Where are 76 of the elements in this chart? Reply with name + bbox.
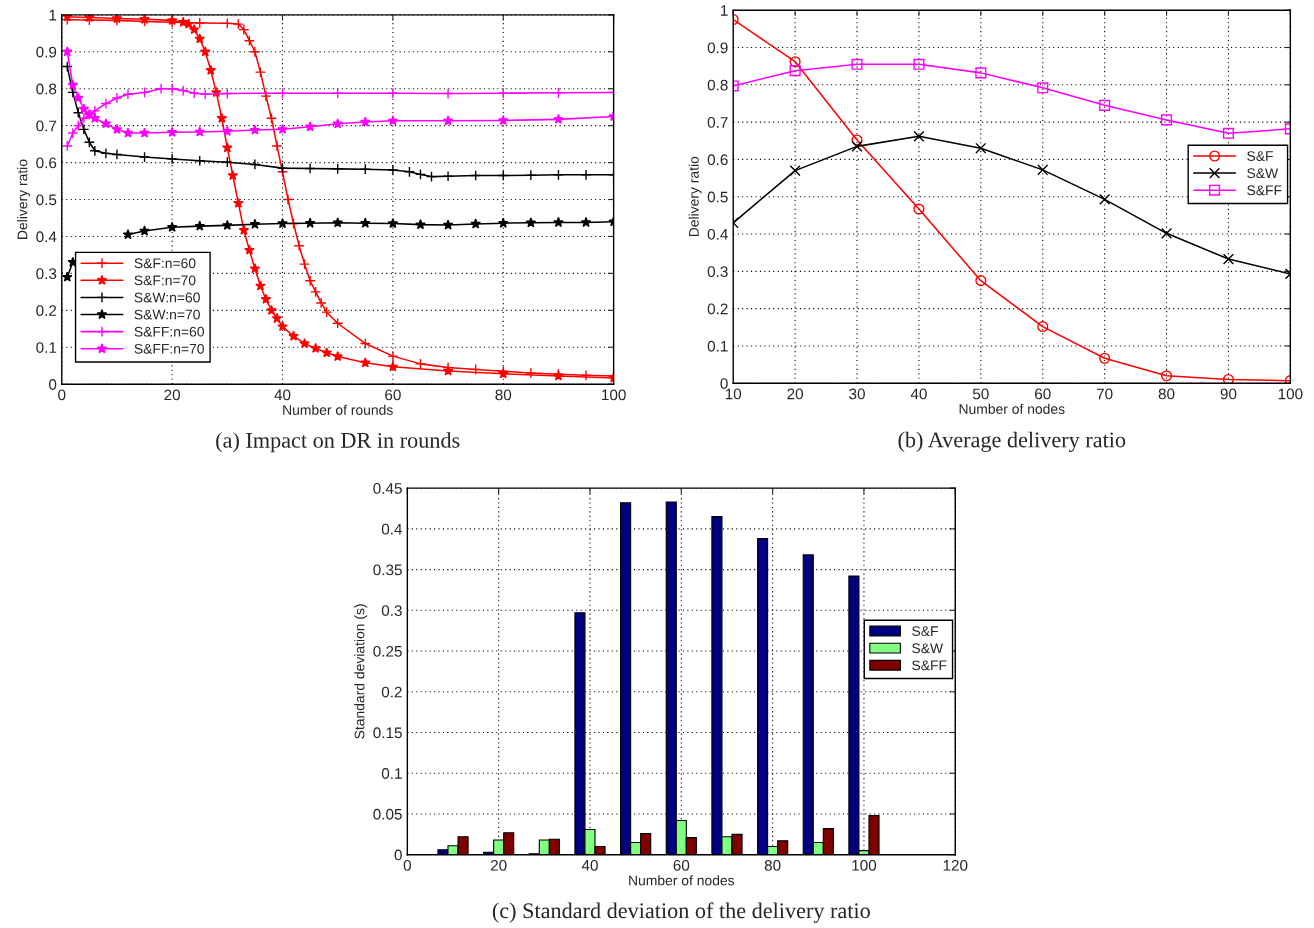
x-tick-label: 50 bbox=[972, 388, 989, 400]
x-tick-label: 20 bbox=[490, 859, 507, 871]
legend-label: S&FF:n=70 bbox=[134, 343, 204, 354]
y-tick-label: 0.35 bbox=[373, 564, 402, 576]
x-tick-label: 80 bbox=[1158, 388, 1175, 400]
text: (b) Average delivery ratio bbox=[898, 431, 1126, 452]
y-tick-label: 0.05 bbox=[373, 808, 402, 820]
x-axis-title: Number of rounds bbox=[283, 404, 393, 415]
y-tick-label: 0.4 bbox=[36, 231, 57, 243]
y-tick-label: 0.3 bbox=[381, 605, 402, 616]
x-tick-label: 70 bbox=[1096, 388, 1113, 400]
y-tick-label: 0.9 bbox=[707, 42, 728, 54]
y-tick-label: 0.45 bbox=[373, 483, 402, 494]
y-tick-label: 0.5 bbox=[707, 191, 728, 203]
x-tick-label: 40 bbox=[910, 388, 927, 400]
y-tick-label: 1 bbox=[49, 9, 57, 21]
legend-label: S&W:n=60 bbox=[134, 292, 200, 303]
x-tick-label: 60 bbox=[385, 389, 401, 401]
x-tick-label: 20 bbox=[164, 389, 181, 401]
legend-label: S&W bbox=[912, 643, 944, 654]
y-tick-label: 0.6 bbox=[36, 157, 57, 169]
x-axis-title: Number of nodes bbox=[629, 875, 735, 886]
y-tick-label: 0.4 bbox=[381, 523, 403, 535]
legend-label: S&FF bbox=[1247, 185, 1282, 196]
y-axis-title: Delivery ratio bbox=[17, 159, 31, 239]
x-tick-label: 120 bbox=[943, 859, 968, 871]
x-tick-label: 0 bbox=[58, 389, 66, 401]
x-axis-title: Number of nodes bbox=[959, 403, 1065, 414]
y-tick-label: 0.2 bbox=[707, 303, 728, 315]
y-tick-label: 0 bbox=[49, 379, 57, 390]
x-tick-label: 60 bbox=[673, 859, 690, 871]
x-tick-label: 100 bbox=[1278, 388, 1303, 400]
text: (c) Standard deviation of the delivery ratio bbox=[492, 902, 870, 923]
y-tick-label: 0 bbox=[394, 849, 402, 861]
x-tick-label: 80 bbox=[495, 389, 512, 401]
text: (a) Impact on DR in rounds bbox=[216, 432, 460, 453]
x-tick-label: 80 bbox=[764, 859, 781, 871]
legend-label: S&W:n=70 bbox=[134, 309, 200, 320]
y-tick-label: 0.8 bbox=[707, 79, 728, 91]
legend-label: S&W bbox=[1247, 168, 1279, 179]
x-tick-label: 40 bbox=[581, 859, 598, 871]
y-tick-label: 1 bbox=[721, 5, 728, 16]
y-tick-label: 0.7 bbox=[707, 116, 728, 128]
y-axis-title: Delivery ratio bbox=[688, 156, 702, 237]
x-tick-label: 10 bbox=[725, 388, 742, 400]
y-tick-label: 0.2 bbox=[381, 686, 402, 698]
x-tick-label: 20 bbox=[787, 388, 804, 400]
y-tick-label: 0.6 bbox=[707, 154, 728, 166]
legend-label: S&F:n=70 bbox=[134, 275, 196, 286]
legend-label: S&F bbox=[1247, 151, 1273, 161]
y-tick-label: 0.9 bbox=[36, 46, 57, 58]
y-tick-label: 0.25 bbox=[373, 645, 402, 657]
x-tick-label: 90 bbox=[1220, 388, 1237, 400]
x-tick-label: 30 bbox=[849, 388, 865, 400]
y-axis-title: Standard deviation (s) bbox=[354, 604, 368, 739]
legend-label: S&FF bbox=[912, 660, 947, 671]
y-tick-label: 0.3 bbox=[36, 268, 57, 280]
y-tick-label: 0.8 bbox=[36, 83, 57, 95]
x-tick-label: 60 bbox=[1035, 388, 1051, 400]
x-tick-label: 0 bbox=[403, 859, 411, 871]
y-tick-label: 0.1 bbox=[36, 342, 57, 353]
legend-label: S&FF:n=60 bbox=[134, 326, 204, 337]
x-tick-label: 100 bbox=[852, 859, 877, 871]
y-tick-label: 0.5 bbox=[36, 194, 57, 206]
x-tick-label: 100 bbox=[602, 389, 626, 401]
y-tick-label: 0.1 bbox=[381, 768, 402, 779]
x-tick-label: 40 bbox=[274, 389, 291, 401]
y-tick-label: 0.1 bbox=[707, 340, 728, 352]
y-tick-label: 0.7 bbox=[36, 120, 57, 132]
legend-label: S&F bbox=[912, 626, 938, 637]
y-tick-label: 0.15 bbox=[373, 727, 402, 739]
y-tick-label: 0 bbox=[720, 378, 728, 389]
y-tick-label: 0.2 bbox=[36, 305, 57, 317]
y-tick-label: 0.4 bbox=[707, 228, 728, 240]
y-tick-label: 0.3 bbox=[707, 266, 728, 278]
legend-label: S&F:n=60 bbox=[134, 258, 196, 269]
